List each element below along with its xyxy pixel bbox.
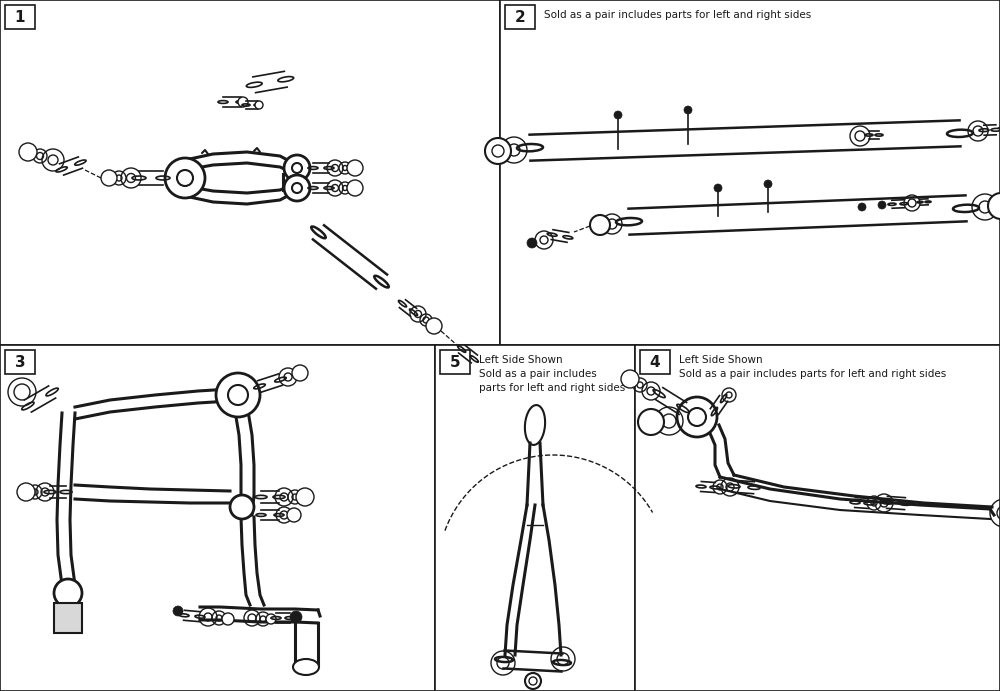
Circle shape [296,488,314,506]
Circle shape [230,495,254,519]
Circle shape [878,201,886,209]
Text: 3: 3 [15,354,25,370]
Circle shape [238,97,248,107]
Bar [435,345,635,691]
Circle shape [764,180,772,188]
Ellipse shape [525,405,545,445]
Circle shape [529,677,537,685]
Circle shape [287,508,301,522]
Circle shape [614,111,622,119]
Bar [500,0,1000,345]
Circle shape [284,175,310,201]
Bar [440,350,470,374]
Circle shape [684,106,692,114]
Bar [5,350,35,374]
Circle shape [988,193,1000,219]
Circle shape [525,673,541,689]
Text: 5: 5 [450,354,460,370]
Circle shape [292,365,308,381]
Circle shape [292,183,302,193]
Circle shape [54,579,82,607]
Text: Left Side Shown
Sold as a pair includes
parts for left and right sides: Left Side Shown Sold as a pair includes … [479,355,625,393]
Bar [0,0,500,345]
Ellipse shape [293,659,319,675]
Circle shape [228,385,248,405]
Polygon shape [54,603,82,633]
Bar [505,5,535,29]
Circle shape [621,370,639,388]
Bar [640,350,670,374]
Bar [0,345,435,691]
Bar [5,5,35,29]
Circle shape [426,318,442,334]
Circle shape [177,170,193,186]
Circle shape [101,170,117,186]
Circle shape [165,158,205,198]
Circle shape [688,408,706,426]
Circle shape [638,409,664,435]
Text: Left Side Shown
Sold as a pair includes parts for left and right sides: Left Side Shown Sold as a pair includes … [679,355,946,379]
Text: Sold as a pair includes parts for left and right sides: Sold as a pair includes parts for left a… [544,10,811,20]
Text: 4: 4 [650,354,660,370]
Circle shape [590,215,610,235]
Circle shape [858,203,866,211]
Circle shape [292,163,302,173]
Circle shape [216,373,260,417]
Circle shape [173,606,183,616]
Circle shape [255,101,263,109]
Circle shape [19,143,37,161]
Circle shape [266,614,276,624]
Circle shape [527,238,537,248]
Text: 2: 2 [515,10,525,24]
Circle shape [222,613,234,625]
Circle shape [485,138,511,164]
Circle shape [714,184,722,192]
Circle shape [284,155,310,181]
Circle shape [347,180,363,196]
Circle shape [14,384,30,400]
Circle shape [290,611,302,623]
Circle shape [677,397,717,437]
Circle shape [347,160,363,176]
Bar [635,345,1000,691]
Circle shape [17,483,35,501]
Text: 1: 1 [15,10,25,24]
Circle shape [492,145,504,157]
